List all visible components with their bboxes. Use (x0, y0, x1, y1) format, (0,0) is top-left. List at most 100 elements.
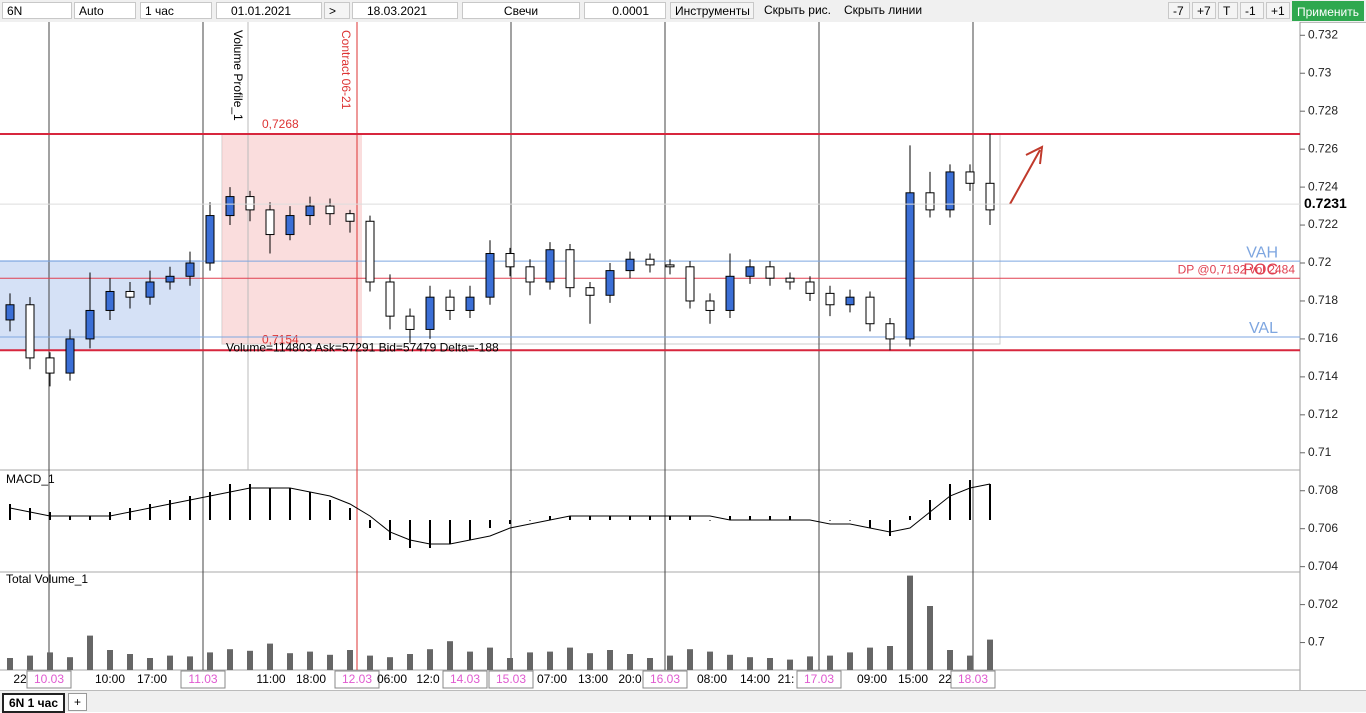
volume-bar (987, 639, 993, 670)
volume-bar (147, 658, 153, 670)
macd-bar (329, 500, 331, 520)
volume-bar (427, 649, 433, 670)
volume-bar (247, 650, 253, 670)
date-box (488, 670, 534, 689)
volume-bar (207, 652, 213, 670)
chart: 0.7320.730.7280.7260.7240.7220.720.7180.… (0, 22, 1357, 690)
dp-label: DP @0,7192 vol 2484 (1178, 262, 1296, 276)
volume-bar (547, 651, 553, 670)
volume-bar (227, 649, 233, 670)
macd-bar (209, 492, 211, 520)
candle-body (925, 192, 935, 211)
macd-bar (409, 520, 411, 548)
hide-lines[interactable]: Скрыть линии (844, 3, 923, 17)
chart-type[interactable]: Свечи (462, 2, 580, 19)
volume-bar (387, 657, 393, 670)
candle-body (565, 249, 575, 289)
tab-add[interactable]: + (68, 693, 88, 711)
macd-bar (929, 500, 931, 520)
macd-signal (9, 483, 991, 545)
time-label: 06:00 (377, 672, 407, 686)
y-tick-label: 0.7 (1308, 635, 1325, 649)
y-tick-label: 0.726 (1308, 141, 1338, 155)
date-box (796, 670, 842, 689)
date-box (334, 670, 380, 689)
volume-bar (927, 606, 933, 670)
volume-bar (287, 653, 293, 670)
macd-bar (909, 516, 911, 520)
nav[interactable]: > < (324, 2, 350, 35)
candle-body (105, 290, 115, 311)
toolbar: 6N Auto 1 час 01.01.2021 > < 18.03.2021 … (0, 0, 1366, 35)
volume-bar (727, 654, 733, 670)
volume-bar (307, 651, 313, 670)
date-to[interactable]: 18.03.2021 (352, 2, 458, 19)
y-tick-label: 0.716 (1308, 331, 1338, 345)
btn[interactable]: +7 (1192, 2, 1216, 19)
candle-body (585, 287, 595, 296)
macd-bar (969, 480, 971, 520)
hide-drawings[interactable]: Скрыть рис. (764, 3, 832, 17)
macd-bar (229, 484, 231, 520)
tick[interactable]: 0.0001 (584, 2, 666, 19)
volume-bar (607, 650, 613, 670)
macd-bar (889, 520, 891, 536)
volume-bar (907, 575, 913, 670)
candle-body (465, 296, 475, 311)
tools[interactable]: Инструменты (670, 2, 754, 19)
candle-body (765, 266, 775, 279)
macd-bar (389, 520, 391, 540)
scale[interactable]: Auto (74, 2, 136, 19)
time-label: 08:00 (697, 672, 727, 686)
y-tick-label: 0.73 (1308, 65, 1332, 79)
candle-body (725, 275, 735, 311)
macd-bar (309, 492, 311, 520)
volume-bar (587, 653, 593, 670)
volume-bar (347, 650, 353, 670)
candle-body (645, 258, 655, 266)
time-label: 11.03 (188, 672, 217, 686)
volume-bar (747, 657, 753, 670)
volume-bar (127, 654, 133, 670)
candle-body (165, 275, 175, 283)
y-tick-label: 0.702 (1308, 597, 1338, 611)
candle-body (365, 220, 375, 283)
apply[interactable]: Применить (1292, 1, 1364, 21)
volume-bar (807, 656, 813, 670)
candle-body (325, 205, 335, 215)
y-tick-label: 0.722 (1308, 217, 1338, 231)
date-from[interactable]: 01.01.2021 (216, 2, 322, 19)
time-label: 14.03 (450, 672, 480, 686)
y-tick-label: 0.732 (1308, 27, 1338, 41)
time-label: 17:00 (137, 672, 167, 686)
macd-bar (869, 520, 871, 528)
btn[interactable]: T (1218, 2, 1238, 19)
macd-bar (249, 484, 251, 520)
volume-bar (107, 650, 113, 670)
macd-bar (9, 504, 11, 520)
macd-bar (589, 516, 591, 520)
btn[interactable]: -1 (1240, 2, 1264, 19)
volume-bar (487, 647, 493, 670)
macd-bar (949, 484, 951, 520)
candle-body (405, 315, 415, 330)
macd-bar (569, 516, 571, 520)
volume-bar (367, 655, 373, 670)
time-label: 22 (938, 672, 952, 686)
timeframe[interactable]: 1 час (140, 2, 212, 19)
level-label: 0,7154 (262, 332, 299, 346)
tab[interactable]: 6N 1 час (2, 693, 65, 713)
macd-bar (89, 516, 91, 520)
volume-bar (47, 652, 53, 670)
symbol[interactable]: 6N (2, 2, 72, 19)
candle-body (225, 196, 235, 217)
value-area-label: POC (1243, 261, 1278, 278)
macd-bar (169, 500, 171, 520)
macd-bar (709, 520, 711, 521)
tab-bar: 6N 1 час + (0, 690, 1366, 713)
time-label: 21: (778, 672, 795, 686)
macd-bar (729, 516, 731, 520)
btn[interactable]: -7 (1168, 2, 1190, 19)
y-tick-label: 0.706 (1308, 521, 1338, 535)
btn[interactable]: +1 (1266, 2, 1290, 19)
